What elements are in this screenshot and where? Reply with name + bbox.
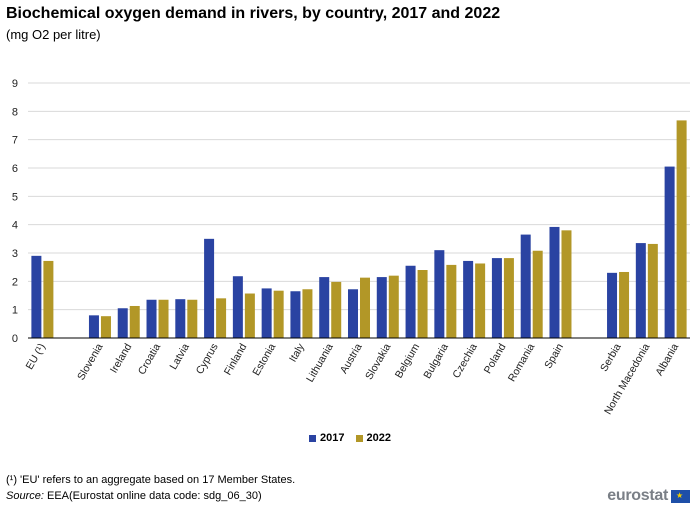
source-note: Source: EEA(Eurostat online data code: s… (6, 490, 262, 502)
bar-2017-Finland (232, 276, 243, 338)
legend-item-2022: 2022 (355, 432, 392, 444)
bar-2017-North Macedonia (635, 243, 646, 338)
y-tick-label: 4 (12, 220, 18, 232)
y-tick-label: 6 (12, 163, 18, 175)
bar-2017-Czechia (463, 260, 474, 338)
bars (31, 120, 687, 339)
x-tick-label: Albania (653, 341, 681, 377)
x-axis-ticks: EU (¹) Slovenia Ireland Croatia Latvia Cyprus… (24, 341, 682, 417)
bar-2022-Bulgaria (446, 264, 457, 338)
x-tick-label: Spain (542, 341, 566, 370)
bar-2017-Austria (348, 289, 358, 338)
legend-swatch-2017 (308, 434, 316, 442)
bar-2022-Slovenia (100, 316, 111, 338)
x-tick-label: Lithuania (304, 341, 336, 384)
x-tick-label: Bulgaria (421, 341, 451, 381)
x-tick-label: Serbia (598, 341, 624, 373)
legend-label-2022: 2022 (366, 432, 392, 444)
chart-title: Biochemical oxygen demand in rivers, by … (6, 5, 501, 22)
bar-2022-Ireland (129, 305, 140, 338)
x-tick-label: Czechia (450, 341, 479, 380)
bar-2017-EU (¹) (31, 255, 42, 338)
x-tick-label: Romania (506, 341, 537, 384)
bar-2017-Romania (520, 234, 531, 338)
x-tick-label: Belgium (393, 341, 422, 380)
legend: 2017 2022 (0, 432, 700, 445)
y-tick-label: 2 (12, 276, 18, 288)
bar-2022-Belgium (417, 270, 428, 338)
bar-2017-Slovakia (376, 277, 387, 338)
bar-2022-Poland (503, 258, 514, 338)
eurostat-logo: eurostat (607, 487, 690, 505)
y-axis-ticks: 0 1 2 3 4 5 6 7 8 9 (12, 78, 18, 345)
bar-2022-Latvia (187, 299, 198, 338)
eu-flag-icon (671, 489, 690, 503)
bar-2022-Albania (676, 120, 687, 339)
bar-2017-Poland (491, 258, 502, 338)
x-tick-label: Finland (222, 341, 250, 377)
bar-2022-Romania (532, 250, 543, 338)
bar-2022-Serbia (619, 271, 630, 338)
y-tick-label: 5 (12, 191, 18, 203)
logo-text: eurostat (607, 487, 668, 504)
bar-2017-Bulgaria (434, 250, 445, 338)
x-tick-label: Latvia (167, 341, 191, 371)
source-text: EEA(Eurostat online data code: sdg_06_30… (43, 490, 262, 502)
bar-2022-North Macedonia (647, 243, 658, 338)
y-tick-label: 3 (12, 248, 18, 260)
bar-2017-Ireland (117, 308, 128, 338)
chart-subtitle: (mg O2 per litre) (6, 27, 101, 42)
x-tick-label: Slovakia (363, 341, 393, 382)
bar-2022-EU (¹) (43, 260, 54, 338)
x-tick-label: Austria (338, 341, 365, 375)
bar-2022-Czechia (475, 263, 486, 338)
x-tick-label: Italy (287, 341, 307, 364)
x-tick-label: Poland (482, 341, 509, 375)
source-label: Source: (6, 490, 44, 502)
bar-2022-Lithuania (331, 281, 342, 338)
bar-2022-Spain (561, 230, 572, 338)
bar-2022-Austria (360, 277, 370, 338)
y-tick-label: 1 (12, 305, 18, 317)
bar-2017-Croatia (146, 299, 157, 338)
gridlines (28, 82, 690, 311)
y-tick-label: 7 (12, 135, 18, 147)
y-tick-label: 0 (12, 333, 18, 345)
bar-2022-Finland (244, 293, 255, 338)
x-tick-label: EU (¹) (24, 342, 48, 372)
bar-2017-Italy (290, 291, 301, 338)
bar-2017-Albania (664, 166, 675, 338)
footnote: (¹) 'EU' refers to an aggregate based on… (6, 474, 296, 486)
bar-2022-Cyprus (216, 298, 227, 338)
bar-2017-Lithuania (319, 277, 330, 338)
x-tick-label: Ireland (108, 341, 135, 375)
bar-2022-Italy (302, 289, 313, 338)
bar-2022-Estonia (273, 290, 284, 338)
bar-2017-Serbia (607, 272, 618, 338)
bar-2022-Croatia (158, 299, 169, 338)
x-tick-label: Slovenia (75, 341, 106, 382)
x-tick-label: Estonia (250, 341, 278, 377)
legend-item-2017: 2017 (308, 432, 345, 444)
legend-label-2017: 2017 (319, 432, 345, 444)
y-tick-label: 9 (12, 78, 18, 90)
x-tick-label: Croatia (136, 341, 163, 376)
bar-2017-Belgium (405, 265, 416, 338)
bar-2017-Slovenia (88, 315, 99, 338)
legend-swatch-2022 (355, 434, 363, 442)
bar-2017-Estonia (261, 288, 272, 338)
bar-2017-Cyprus (204, 238, 215, 338)
bar-2017-Latvia (175, 299, 186, 338)
y-tick-label: 8 (12, 106, 18, 118)
x-tick-label: Cyprus (194, 342, 221, 377)
bar-2022-Slovakia (388, 275, 399, 338)
bar-2017-Spain (549, 226, 560, 338)
